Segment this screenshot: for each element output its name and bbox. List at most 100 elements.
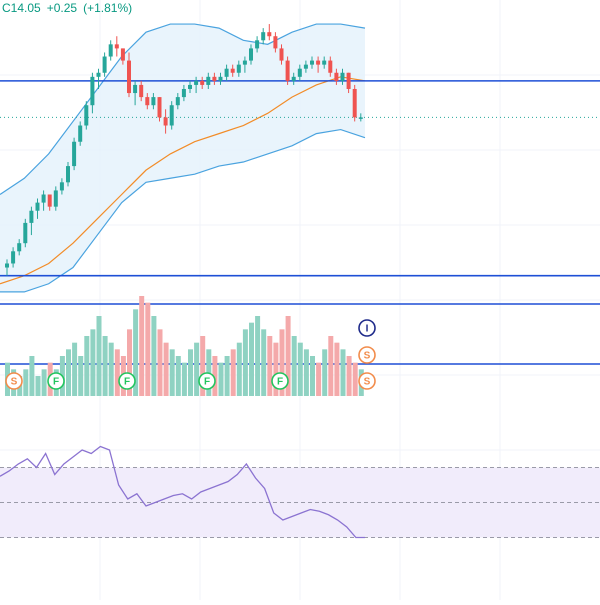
volume-bar <box>35 376 41 396</box>
volume-bar <box>218 362 224 396</box>
candle-body <box>236 64 241 73</box>
volume-bar <box>224 356 230 396</box>
candle-body <box>346 72 351 89</box>
candle-body <box>352 88 357 118</box>
volume-bar <box>303 349 309 396</box>
price-change: +0.25 <box>46 1 78 15</box>
event-marker-s[interactable] <box>358 346 376 364</box>
candle-body <box>230 68 235 73</box>
candle-body <box>59 182 64 191</box>
event-marker-f[interactable] <box>198 372 216 390</box>
candle-body <box>53 190 58 207</box>
candle-body <box>310 60 314 65</box>
volume-bar <box>151 316 157 396</box>
candle-body <box>47 194 52 207</box>
rsi-line <box>0 445 365 539</box>
volume-bar <box>267 336 273 396</box>
volume-bar <box>188 349 193 396</box>
candle-body <box>273 36 278 49</box>
candle-body <box>41 194 46 203</box>
volume-bar <box>242 329 248 396</box>
candle-body <box>151 97 156 106</box>
event-marker-label: F <box>204 377 210 388</box>
candle-body <box>328 60 333 73</box>
candle-body <box>102 56 107 73</box>
volume-bar <box>261 329 267 396</box>
candle-body <box>285 60 290 81</box>
volume-bar <box>273 342 279 396</box>
event-marker-label: S <box>364 377 371 388</box>
volume-bar <box>66 349 71 396</box>
candle-body <box>90 76 95 106</box>
volume-bar <box>297 342 303 396</box>
volume-bar <box>133 309 139 396</box>
event-marker-s[interactable] <box>5 372 23 390</box>
volume-bar <box>175 356 181 396</box>
volume-bar <box>212 356 218 396</box>
candle-body <box>175 97 180 106</box>
volume-bar <box>78 356 84 396</box>
candle-body <box>5 263 9 268</box>
candle-body <box>78 125 83 142</box>
event-marker-s[interactable] <box>358 372 376 390</box>
volume-bar <box>328 336 334 396</box>
candle-body <box>242 60 247 65</box>
volume-bar <box>72 342 78 396</box>
candle-body <box>316 60 321 65</box>
event-marker-f[interactable] <box>118 372 136 390</box>
candle-body <box>169 105 174 126</box>
ohlc-legend: C14.05 +0.25 (+1.81%) <box>2 1 138 15</box>
volume-bar <box>29 356 35 396</box>
event-marker-i[interactable] <box>358 319 376 337</box>
candle-body <box>279 48 284 61</box>
volume-bar <box>181 362 187 396</box>
volume-bar <box>316 362 322 396</box>
event-marker-label: F <box>124 377 130 388</box>
candle-body <box>261 32 266 41</box>
volume-bar <box>236 342 242 396</box>
volume-bar <box>285 316 291 396</box>
candle-body <box>29 210 34 223</box>
volume-bar <box>279 329 285 396</box>
candle-body <box>139 84 144 98</box>
volume-bar <box>157 329 163 396</box>
candle-body <box>133 84 138 94</box>
candle-body <box>206 76 211 85</box>
candle-body <box>72 141 77 167</box>
volume-bar <box>23 369 29 396</box>
candle-body <box>35 202 40 211</box>
candle-body <box>145 97 150 106</box>
price-change-pct: (+1.81%) <box>83 1 133 15</box>
candle-body <box>340 72 345 81</box>
volume-bar <box>200 336 206 396</box>
candle-body <box>84 105 89 126</box>
candle-body <box>157 97 162 118</box>
volume-bar <box>127 329 132 396</box>
bollinger-upper-line <box>0 23 366 195</box>
volume-bar <box>194 342 200 396</box>
volume-bar <box>340 349 346 396</box>
event-marker-label: F <box>53 377 59 388</box>
volume-bar <box>249 322 254 396</box>
event-marker-label: I <box>366 324 369 335</box>
candle-body <box>249 48 253 61</box>
volume-bar <box>169 349 175 396</box>
close-price: C14.05 <box>2 1 41 15</box>
volume-bar <box>310 356 315 396</box>
volume-bar <box>108 342 114 396</box>
event-marker-f[interactable] <box>47 372 65 390</box>
candle-body <box>17 243 22 252</box>
candle-body <box>96 72 101 77</box>
candle-body <box>255 40 260 49</box>
candle-body <box>127 60 131 94</box>
candle-body <box>303 64 308 69</box>
candle-body <box>188 84 192 89</box>
volume-bar <box>145 302 151 396</box>
event-marker-label: S <box>11 377 18 388</box>
candle-body <box>297 68 302 77</box>
candle-body <box>163 117 168 126</box>
candle-body <box>181 88 186 98</box>
event-marker-f[interactable] <box>271 372 289 390</box>
